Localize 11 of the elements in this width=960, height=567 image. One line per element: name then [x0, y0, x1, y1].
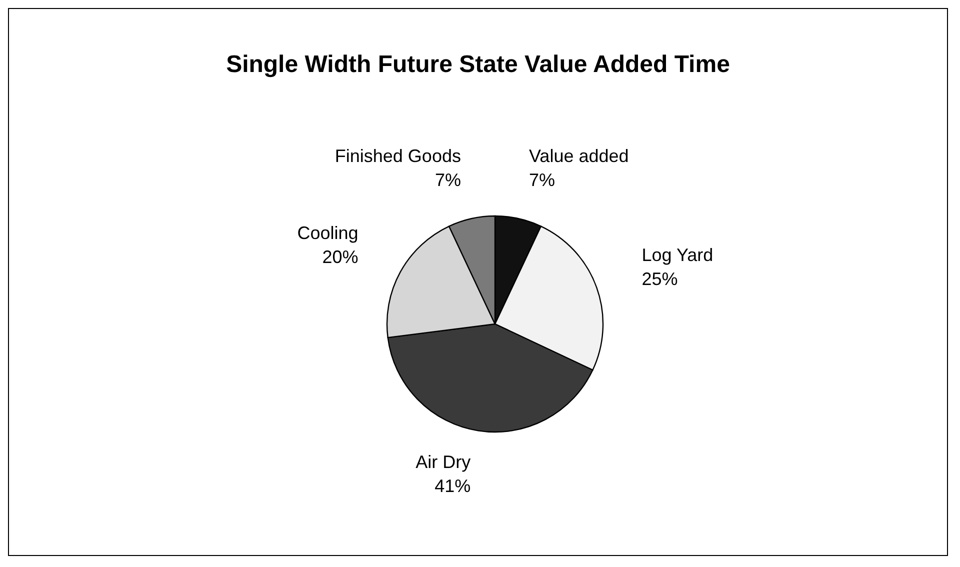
slice-label: Log Yard	[642, 245, 714, 266]
data-label: 7%	[434, 170, 461, 190]
slice-label: Value added	[529, 146, 629, 166]
slice-label: Finished Goods	[334, 146, 461, 166]
data-label: 7%	[529, 170, 556, 190]
slice-label: Cooling	[297, 222, 358, 243]
data-label: 25%	[642, 269, 678, 290]
slice-label: Air Dry	[416, 452, 471, 472]
chart-title: Single Width Future State Value Added Time	[225, 51, 731, 80]
data-label: 20%	[322, 246, 358, 267]
data-label: 41%	[434, 476, 471, 496]
